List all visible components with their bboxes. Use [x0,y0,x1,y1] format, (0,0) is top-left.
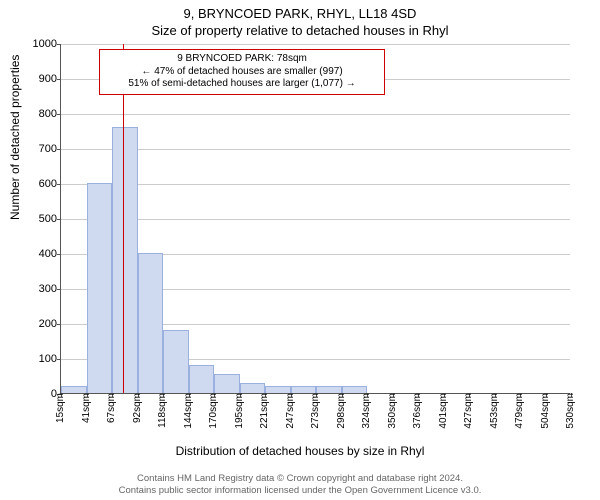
histogram-bar [316,386,342,393]
xtick-label: 504sqm [540,393,551,429]
xtick-label: 67sqm [106,393,117,423]
ytick-label: 600 [21,178,61,190]
xtick-label: 144sqm [183,393,194,429]
histogram-bar [342,386,368,393]
attribution-line1: Contains HM Land Registry data © Crown c… [0,473,600,484]
annotation-line: ← 47% of detached houses are smaller (99… [106,66,378,79]
xtick-label: 92sqm [132,393,143,423]
histogram-bar [112,127,138,393]
xtick-label: 298sqm [336,393,347,429]
plot-inner: 0100200300400500600700800900100015sqm41s… [60,44,570,394]
xtick-label: 221sqm [259,393,270,429]
ytick-label: 700 [21,143,61,155]
xtick-label: 247sqm [285,393,296,429]
chart-container: 9, BRYNCOED PARK, RHYL, LL18 4SD Size of… [0,0,600,500]
chart-plot-area: 0100200300400500600700800900100015sqm41s… [60,44,570,394]
ytick-label: 300 [21,283,61,295]
xtick-label: 479sqm [514,393,525,429]
xtick-label: 324sqm [361,393,372,429]
gridline-h [61,114,570,115]
attribution-text: Contains HM Land Registry data © Crown c… [0,473,600,496]
xtick-label: 530sqm [565,393,576,429]
annotation-box: 9 BRYNCOED PARK: 78sqm← 47% of detached … [99,49,385,95]
ytick-label: 200 [21,318,61,330]
property-marker-line [123,44,124,393]
histogram-bar [240,383,266,394]
ytick-label: 900 [21,73,61,85]
histogram-bar [214,374,240,393]
xtick-label: 401sqm [438,393,449,429]
histogram-bar [265,386,291,393]
xtick-label: 350sqm [387,393,398,429]
xtick-label: 15sqm [55,393,66,423]
annotation-line: 9 BRYNCOED PARK: 78sqm [106,53,378,66]
gridline-h [61,44,570,45]
xtick-label: 170sqm [208,393,219,429]
annotation-line: 51% of semi-detached houses are larger (… [106,78,378,91]
chart-title-line2: Size of property relative to detached ho… [0,21,600,38]
histogram-bar [291,386,317,393]
x-axis-label: Distribution of detached houses by size … [0,444,600,458]
xtick-label: 376sqm [412,393,423,429]
histogram-bar [189,365,215,393]
xtick-label: 427sqm [463,393,474,429]
histogram-bar [87,183,113,393]
attribution-line2: Contains public sector information licen… [0,485,600,496]
y-axis-label: Number of detached properties [8,55,22,220]
chart-title-line1: 9, BRYNCOED PARK, RHYL, LL18 4SD [0,0,600,21]
histogram-bar [61,386,87,393]
histogram-bar [138,253,164,393]
xtick-label: 41sqm [81,393,92,423]
xtick-label: 195sqm [234,393,245,429]
ytick-label: 100 [21,353,61,365]
ytick-label: 1000 [21,38,61,50]
ytick-label: 800 [21,108,61,120]
ytick-label: 400 [21,248,61,260]
xtick-label: 118sqm [157,393,168,428]
xtick-label: 453sqm [489,393,500,429]
xtick-label: 273sqm [310,393,321,429]
ytick-label: 500 [21,213,61,225]
histogram-bar [163,330,189,393]
